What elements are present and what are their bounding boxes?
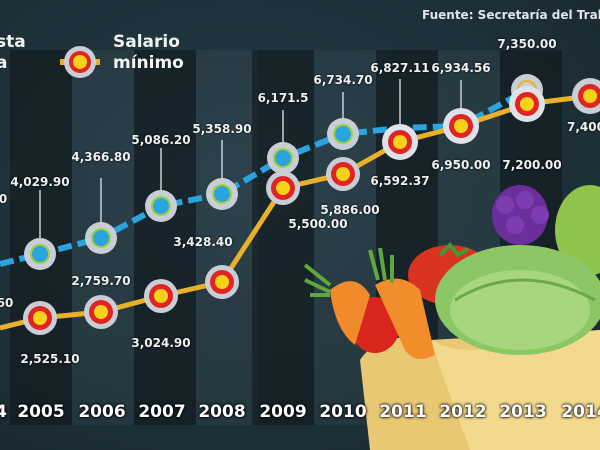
canasta-label-2007: 5,086.20 — [131, 133, 191, 147]
canasta-label-2005: 4,029.90 — [10, 175, 70, 189]
year-band-2005 — [10, 50, 72, 425]
canasta-line — [0, 87, 529, 267]
legend-salario-line2: mínimo — [113, 53, 184, 73]
canasta-label-2010: 6,734.70 — [313, 73, 373, 87]
legend-canasta-line1: sta — [0, 32, 26, 52]
year-label-2008: 2008 — [198, 402, 246, 422]
salario-markers — [23, 78, 600, 335]
legend-salario-line1: Salario — [113, 32, 180, 52]
source-note: Fuente: Secretaría del Trab — [422, 8, 600, 22]
canasta-label-2009: 6,171.5 — [257, 91, 309, 105]
year-label-2012: 2012 — [439, 402, 487, 422]
salario-label-2007: 3,024.90 — [131, 336, 191, 350]
year-label-2009: 2009 — [259, 402, 307, 422]
canasta-label-2013: 7,350.00 — [497, 37, 557, 51]
legend-salario-marker-icon — [60, 42, 100, 86]
year-label-2005: 2005 — [17, 402, 65, 422]
legend-canasta-line2: a — [0, 53, 8, 73]
salario-label-2011: 6,592.37 — [370, 174, 430, 188]
year-label-2011: 2011 — [379, 402, 427, 422]
year-band-2007 — [134, 50, 196, 425]
canasta-label-2012: 6,934.56 — [431, 61, 491, 75]
salario-line — [0, 91, 600, 331]
salario-label-2005: 2,525.10 — [20, 352, 80, 366]
canasta-label-2011: 6,827.11 — [370, 61, 430, 75]
year-band-2008 — [196, 50, 258, 425]
salario-label-2012: 6,950.00 — [431, 158, 491, 172]
year-label-2004: 4 — [0, 402, 7, 422]
year-label-2006: 2006 — [78, 402, 126, 422]
year-label-2014: 2014 — [561, 402, 600, 422]
year-label-2007: 2007 — [138, 402, 186, 422]
year-label-2013: 2013 — [499, 402, 547, 422]
canasta-label-2008: 5,358.90 — [192, 122, 252, 136]
year-label-2010: 2010 — [319, 402, 367, 422]
legend-salario-label: Salario mínimo — [113, 32, 184, 74]
salario-label-2008: 3,428.40 — [173, 235, 233, 249]
canasta-label-2004: 0 — [0, 192, 8, 206]
legend-canasta-label: sta a — [0, 32, 26, 74]
salario-label-2009: 5,500.00 — [288, 217, 348, 231]
salario-label-2014: 7,400 — [567, 120, 600, 134]
salario-label-2013: 7,200.00 — [502, 158, 562, 172]
salario-label-2010: 5,886.00 — [320, 203, 380, 217]
salario-label-2006: 2,759.70 — [71, 274, 131, 288]
canasta-label-2006: 4,366.80 — [71, 150, 131, 164]
canasta-markers — [24, 74, 543, 270]
salario-label-2004: 60 — [0, 296, 14, 310]
